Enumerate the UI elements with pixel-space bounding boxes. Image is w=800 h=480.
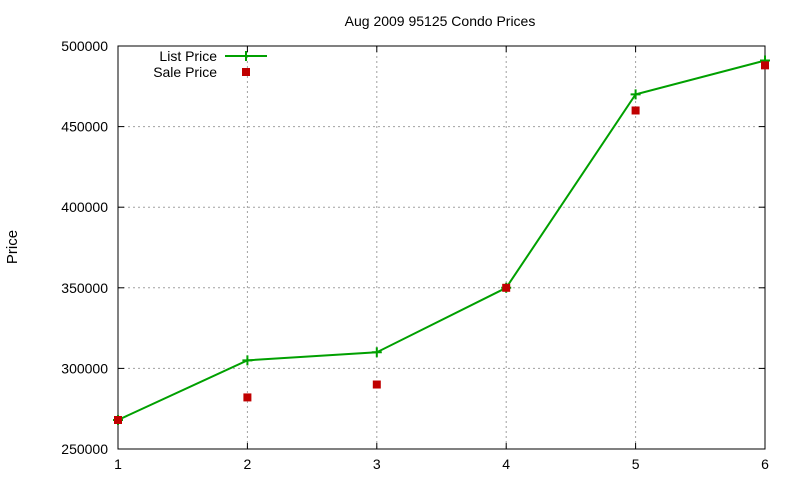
sale-price-point — [114, 415, 122, 424]
list-price-line — [117, 59, 766, 421]
axis-ticks: 1 2 3 4 5 6 250000 300000 350000 400000 450000 5000… — [61, 38, 769, 472]
x-tick-label: 1 — [114, 456, 122, 472]
plot-frame — [117, 45, 766, 450]
list-price-point — [242, 355, 253, 366]
data-series — [113, 55, 770, 425]
sale-price-point — [243, 393, 252, 402]
x-tick-label: 5 — [632, 456, 640, 472]
list-price-point — [630, 89, 641, 100]
sale-price-point — [372, 380, 381, 389]
list-price-point — [371, 347, 382, 358]
y-tick-label: 350000 — [61, 280, 108, 296]
chart-title: Aug 2009 95125 Condo Prices — [345, 13, 536, 29]
y-tick-label: 450000 — [61, 119, 108, 135]
legend-label-list-price: List Price — [159, 48, 217, 64]
sale-price-point — [502, 283, 511, 292]
y-tick-label: 400000 — [61, 199, 108, 215]
grid-lines — [118, 46, 765, 449]
y-axis-label: Price — [4, 230, 21, 264]
legend-swatch-sale-price — [242, 68, 250, 76]
x-tick-label: 2 — [244, 456, 252, 472]
legend-marker-list-price — [241, 51, 251, 61]
y-tick-label: 300000 — [61, 360, 108, 376]
x-tick-label: 3 — [373, 456, 381, 472]
sale-price-point — [631, 106, 640, 115]
legend-label-sale-price: Sale Price — [153, 64, 217, 80]
x-tick-label: 6 — [761, 456, 769, 472]
y-tick-label: 500000 — [61, 38, 108, 54]
y-tick-label: 250000 — [61, 441, 108, 457]
x-tick-label: 4 — [502, 456, 510, 472]
sale-price-point — [761, 61, 769, 70]
